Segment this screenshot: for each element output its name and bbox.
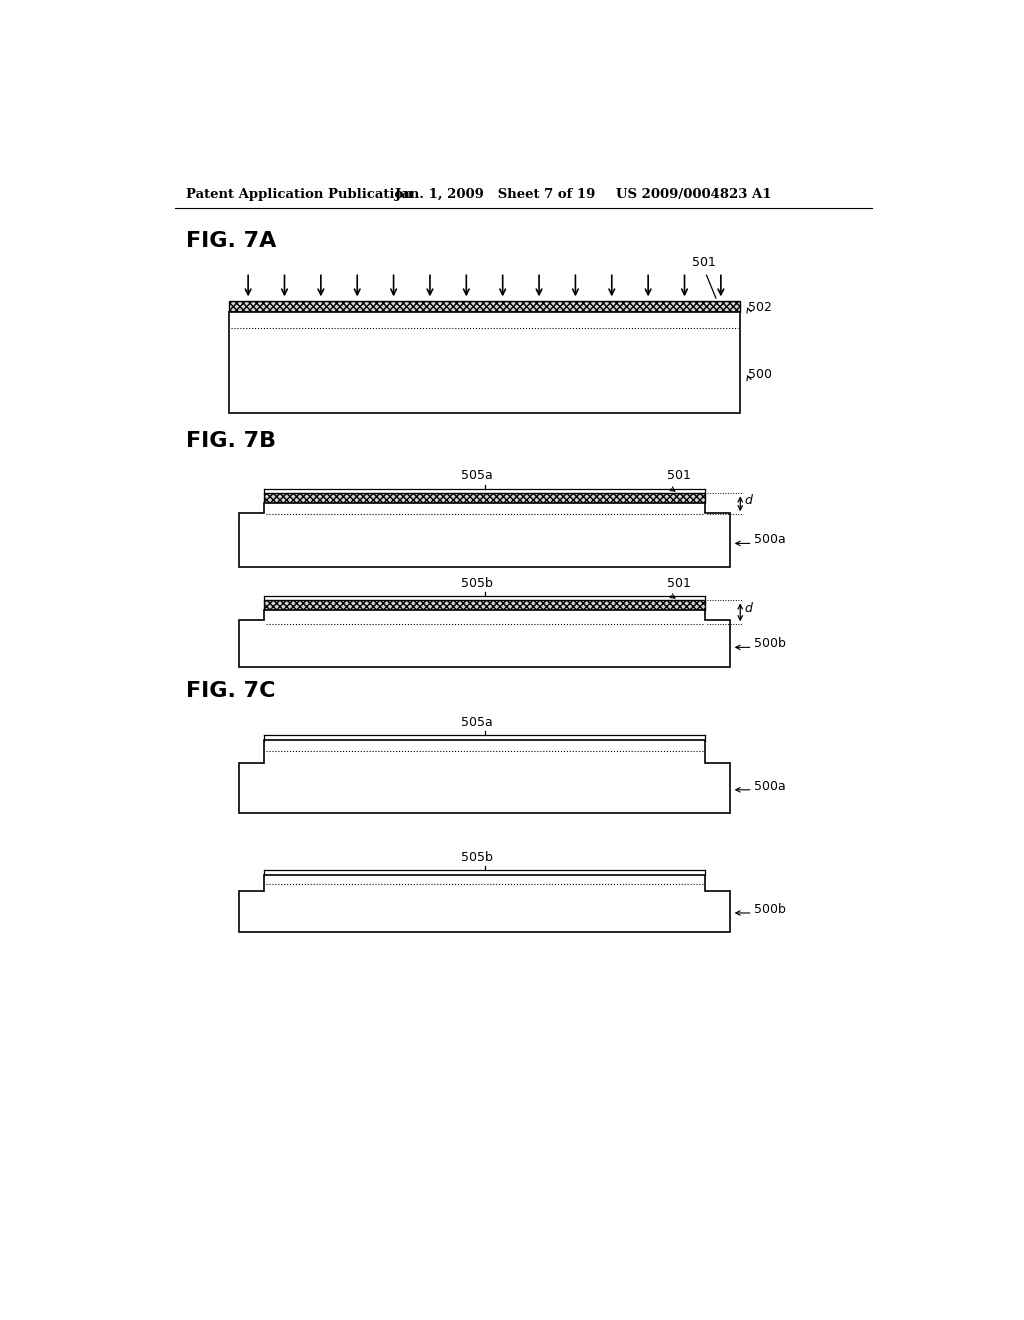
Polygon shape — [228, 313, 740, 412]
Text: 500: 500 — [748, 368, 772, 381]
Text: Patent Application Publication: Patent Application Publication — [186, 189, 413, 202]
Text: 502: 502 — [748, 301, 772, 314]
Text: 500b: 500b — [755, 638, 786, 651]
Text: 505a: 505a — [461, 715, 493, 729]
Polygon shape — [239, 739, 730, 813]
Text: FIG. 7A: FIG. 7A — [186, 231, 276, 251]
Text: US 2009/0004823 A1: US 2009/0004823 A1 — [616, 189, 772, 202]
Polygon shape — [228, 301, 740, 313]
Polygon shape — [263, 601, 706, 610]
Text: 501: 501 — [667, 470, 690, 483]
Text: FIG. 7C: FIG. 7C — [186, 681, 275, 701]
Text: 505b: 505b — [461, 577, 493, 590]
Polygon shape — [263, 494, 706, 503]
Text: 500a: 500a — [755, 780, 786, 793]
Text: d: d — [744, 602, 753, 615]
Text: d: d — [744, 494, 753, 507]
Text: 501: 501 — [692, 256, 716, 269]
Polygon shape — [239, 610, 730, 667]
Text: 500a: 500a — [755, 533, 786, 546]
Polygon shape — [239, 503, 730, 566]
Text: Jan. 1, 2009   Sheet 7 of 19: Jan. 1, 2009 Sheet 7 of 19 — [395, 189, 596, 202]
Text: FIG. 7B: FIG. 7B — [186, 432, 276, 451]
Text: 501: 501 — [667, 577, 690, 590]
Polygon shape — [239, 875, 730, 932]
Text: 505b: 505b — [461, 850, 493, 863]
Text: 500b: 500b — [755, 903, 786, 916]
Text: 505a: 505a — [461, 470, 493, 483]
